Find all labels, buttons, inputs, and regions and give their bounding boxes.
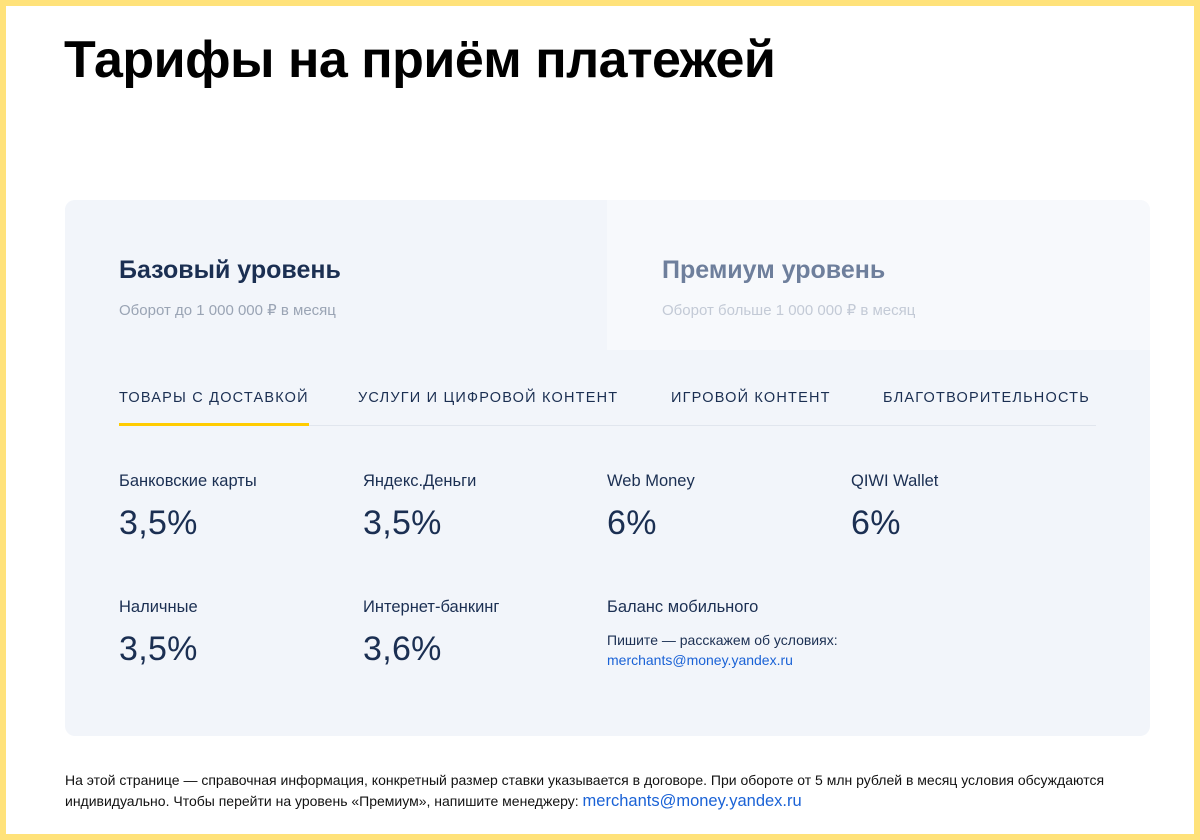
tier-basic[interactable]: Базовый уровень Оборот до 1 000 000 ₽ в … bbox=[65, 200, 607, 350]
footer-email-link[interactable]: merchants@money.yandex.ru bbox=[582, 792, 802, 810]
method-label: Наличные bbox=[119, 598, 198, 616]
tab-services-digital[interactable]: УСЛУГИ И ЦИФРОВОЙ КОНТЕНТ bbox=[358, 390, 619, 406]
method-rate: 6% bbox=[851, 504, 901, 542]
method-cash: Наличные 3,5% bbox=[119, 598, 198, 669]
method-label: Интернет-банкинг bbox=[363, 598, 500, 616]
method-web-money: Web Money 6% bbox=[607, 472, 695, 543]
tier-premium[interactable]: Премиум уровень Оборот больше 1 000 000 … bbox=[607, 200, 1150, 350]
method-label: Банковские карты bbox=[119, 472, 257, 490]
tab-charity[interactable]: БЛАГОТВОРИТЕЛЬНОСТЬ bbox=[883, 390, 1090, 406]
method-label: Баланс мобильного bbox=[607, 598, 759, 616]
tariffs-card: Базовый уровень Оборот до 1 000 000 ₽ в … bbox=[65, 200, 1150, 736]
footer-text: На этой странице — справочная информация… bbox=[65, 772, 1105, 809]
category-tabs: ТОВАРЫ С ДОСТАВКОЙ УСЛУГИ И ЦИФРОВОЙ КОН… bbox=[119, 390, 1096, 426]
tier-premium-title: Премиум уровень bbox=[662, 256, 886, 284]
method-label: Web Money bbox=[607, 472, 695, 490]
tab-gaming[interactable]: ИГРОВОЙ КОНТЕНТ bbox=[671, 390, 831, 406]
method-qiwi-wallet: QIWI Wallet 6% bbox=[851, 472, 938, 543]
tier-basic-title: Базовый уровень bbox=[119, 256, 341, 284]
method-rate: 3,6% bbox=[363, 630, 442, 668]
method-label: QIWI Wallet bbox=[851, 472, 939, 490]
merchants-email-link[interactable]: merchants@money.yandex.ru bbox=[607, 652, 793, 668]
method-mobile-balance: Баланс мобильного Пишите — расскажем об … bbox=[607, 598, 838, 670]
method-rate: 3,5% bbox=[119, 504, 198, 542]
method-rate: 3,5% bbox=[119, 630, 198, 668]
tier-premium-subtitle: Оборот больше 1 000 000 ₽ в месяц bbox=[662, 302, 916, 319]
method-bank-cards: Банковские карты 3,5% bbox=[119, 472, 257, 543]
method-rate: 3,5% bbox=[363, 504, 442, 542]
method-note: Пишите — расскажем об условиях: bbox=[607, 632, 838, 648]
method-yandex-money: Яндекс.Деньги 3,5% bbox=[363, 472, 476, 543]
page-title: Тарифы на приём платежей bbox=[64, 31, 776, 89]
footer-note: На этой странице — справочная информация… bbox=[65, 770, 1160, 812]
method-internet-banking: Интернет-банкинг 3,6% bbox=[363, 598, 499, 669]
tab-goods-delivery[interactable]: ТОВАРЫ С ДОСТАВКОЙ bbox=[119, 390, 309, 426]
method-label: Яндекс.Деньги bbox=[363, 472, 477, 490]
method-rate: 6% bbox=[607, 504, 657, 542]
tier-basic-subtitle: Оборот до 1 000 000 ₽ в месяц bbox=[119, 302, 336, 319]
